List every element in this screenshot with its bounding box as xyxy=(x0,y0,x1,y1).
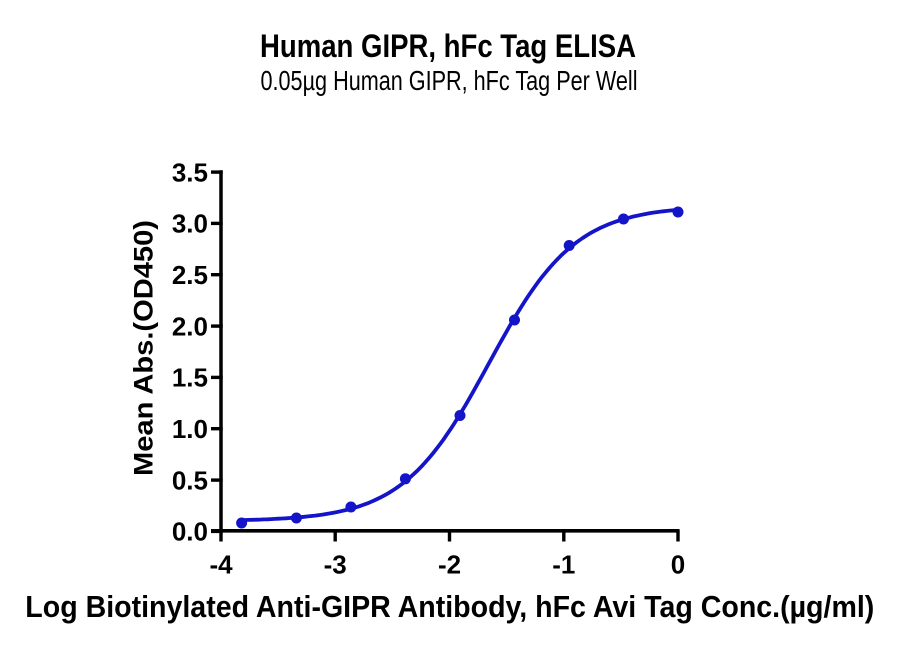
svg-text:Human GIPR, hFc Tag ELISA: Human GIPR, hFc Tag ELISA xyxy=(260,28,636,64)
svg-text:Mean Abs.(OD450): Mean Abs.(OD450) xyxy=(129,220,159,476)
svg-text:0.5: 0.5 xyxy=(172,465,208,495)
svg-text:0: 0 xyxy=(671,550,685,580)
svg-text:0.0: 0.0 xyxy=(172,517,208,547)
svg-text:3.5: 3.5 xyxy=(172,157,208,187)
svg-text:1.0: 1.0 xyxy=(172,414,208,444)
svg-text:2.5: 2.5 xyxy=(172,260,208,290)
svg-text:Log Biotinylated Anti-GIPR Ant: Log Biotinylated Anti-GIPR Antibody, hFc… xyxy=(25,590,874,624)
svg-text:-2: -2 xyxy=(438,550,461,580)
svg-text:-1: -1 xyxy=(552,550,575,580)
svg-text:0.05µg Human GIPR, hFc Tag Per: 0.05µg Human GIPR, hFc Tag Per Well xyxy=(261,65,638,96)
svg-text:3.0: 3.0 xyxy=(172,209,208,239)
svg-text:1.5: 1.5 xyxy=(172,363,208,393)
svg-text:2.0: 2.0 xyxy=(172,311,208,341)
svg-text:-4: -4 xyxy=(209,550,233,580)
svg-text:-3: -3 xyxy=(324,550,347,580)
